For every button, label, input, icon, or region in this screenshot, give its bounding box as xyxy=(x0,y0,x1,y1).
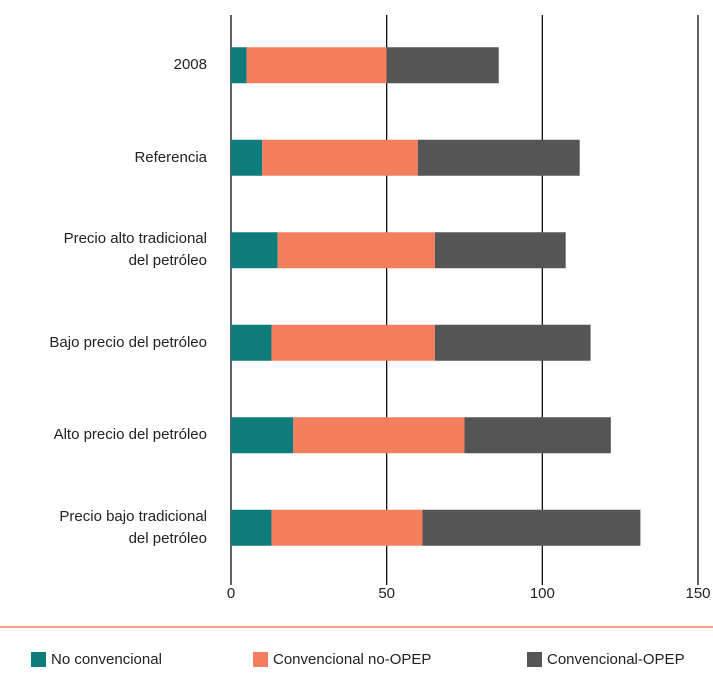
legend-swatch xyxy=(31,652,46,667)
bar-segment xyxy=(231,47,247,84)
bar-segment xyxy=(246,47,387,84)
bar-segment xyxy=(422,509,641,546)
bar-segment xyxy=(417,139,580,176)
bar-segment xyxy=(293,417,465,454)
bar-segment xyxy=(464,417,611,454)
bar-segment xyxy=(231,509,272,546)
x-tick-label: 150 xyxy=(685,585,710,602)
bar-segment xyxy=(277,232,435,269)
y-tick-label: Alto precio del petróleo xyxy=(53,426,207,444)
bar-segment xyxy=(386,47,499,84)
legend-swatch xyxy=(527,652,542,667)
y-tick-label: Referencia xyxy=(134,148,207,166)
x-tick-label: 0 xyxy=(227,585,235,602)
legend-label: Convencional no-OPEP xyxy=(273,651,431,668)
x-tick-label: 100 xyxy=(530,585,555,602)
bar-segment xyxy=(271,509,423,546)
y-tick-label: Precio alto tradicional del petróleo xyxy=(63,230,207,270)
legend-label: Convencional-OPEP xyxy=(547,651,685,668)
y-tick-label: 2008 xyxy=(173,56,207,74)
bar-segment xyxy=(262,139,418,176)
y-tick-label: Bajo precio del petróleo xyxy=(49,333,207,351)
bar-segment xyxy=(231,232,278,269)
bar-segment xyxy=(271,324,435,361)
bar-segment xyxy=(231,324,272,361)
x-tick-label: 50 xyxy=(378,585,395,602)
bar-segment xyxy=(434,324,591,361)
y-tick-label: Precio bajo tradicional del petróleo xyxy=(59,507,207,547)
bar-segment xyxy=(434,232,566,269)
bar-segment xyxy=(231,417,294,454)
legend-swatch xyxy=(253,652,268,667)
bar-segment xyxy=(231,139,263,176)
legend-label: No convencional xyxy=(51,651,162,668)
